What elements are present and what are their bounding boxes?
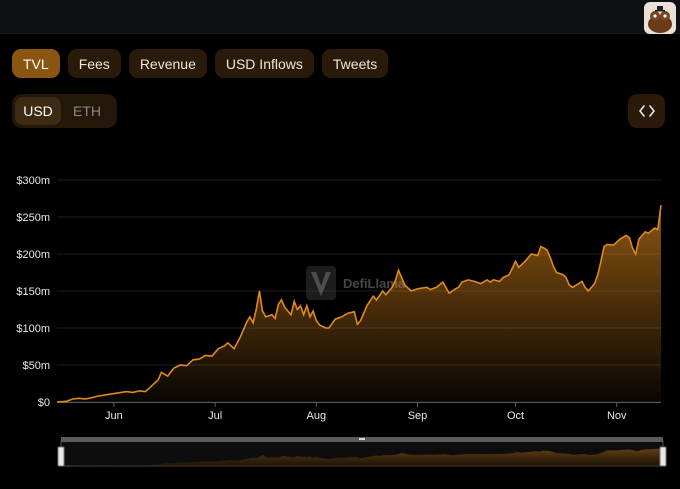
currency-toggle: USD ETH [12, 94, 117, 128]
y-tick-label: $250m [16, 212, 50, 224]
y-tick-label: $150m [16, 286, 50, 298]
range-slider[interactable] [57, 437, 667, 467]
range-slider-grip[interactable] [359, 438, 365, 440]
tvl-area [57, 205, 661, 402]
y-tick-label: $0 [38, 397, 50, 409]
tab-tweets[interactable]: Tweets [321, 49, 389, 78]
svg-text:DefiLlama: DefiLlama [343, 276, 406, 291]
currency-eth-button[interactable]: ETH [73, 103, 101, 119]
y-axis: $0 $50m $100m $150m $200m $250m $300m [16, 175, 50, 409]
tab-usd-inflows[interactable]: USD Inflows [214, 49, 314, 78]
y-tick-label: $100m [16, 323, 50, 335]
tab-tvl[interactable]: TVL [12, 49, 60, 78]
range-slider-right-handle[interactable] [659, 446, 667, 467]
code-brackets-icon [638, 105, 655, 117]
embed-button[interactable] [628, 94, 665, 128]
currency-usd-button[interactable]: USD [15, 97, 61, 125]
x-tick-label: Aug [307, 410, 327, 422]
tvl-chart[interactable]: $0 $50m $100m $150m $200m $250m $300m Jun Jul Au… [0, 160, 680, 489]
x-tick-label: Jun [105, 410, 123, 422]
defillama-watermark: DefiLlama [306, 266, 406, 300]
tvl-line [56, 205, 662, 403]
tab-fees[interactable]: Fees [67, 49, 121, 78]
range-slider-preview [61, 446, 663, 466]
metric-tabs: TVL Fees Revenue USD Inflows Tweets [12, 49, 389, 78]
y-tick-label: $300m [16, 175, 50, 187]
range-slider-left-handle[interactable] [57, 446, 65, 467]
y-tick-label: $50m [22, 360, 50, 372]
llama-avatar-icon[interactable] [644, 2, 676, 34]
y-tick-label: $200m [16, 249, 50, 261]
x-tick-label: Sep [408, 410, 428, 422]
x-axis: Jun Jul Aug Sep Oct Nov [57, 402, 661, 422]
top-bar [0, 0, 680, 34]
x-tick-label: Nov [607, 410, 627, 422]
x-tick-label: Jul [208, 410, 222, 422]
x-tick-label: Oct [507, 410, 524, 422]
tab-revenue[interactable]: Revenue [128, 49, 207, 78]
